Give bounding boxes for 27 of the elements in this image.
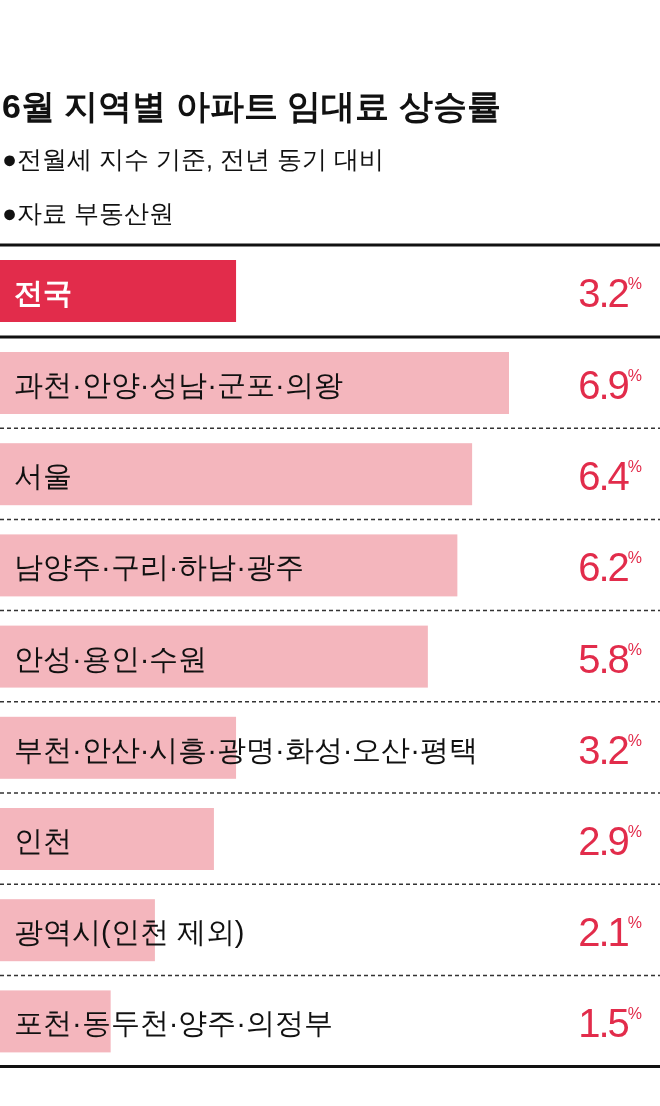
y-tick-label: 남양주·구리·하남·광주 <box>14 551 304 584</box>
data-label: 6.9$^{%}$ <box>578 363 642 407</box>
y-tick-label: 포천·동두천·양주·의정부 <box>14 1007 333 1040</box>
chart-subtitle: ●전월세 지수 기준, 전년 동기 대비 <box>2 145 384 173</box>
y-tick-label: 인천 <box>14 825 72 857</box>
y-tick-label: 광역시(인천 제외) <box>14 916 245 949</box>
bar <box>0 534 458 597</box>
data-label: 6.2$^{%}$ <box>578 545 642 590</box>
y-tick-label: 부천·안산·시흥·광명·화성·오산·평택 <box>14 733 478 766</box>
data-label: 2.9$^{%}$ <box>578 819 642 863</box>
bar <box>0 260 237 322</box>
data-label: 3.2$^{%}$ <box>578 727 642 772</box>
data-label: 2.1$^{%}$ <box>578 910 642 955</box>
text: ●자료 부동산원 <box>2 199 175 227</box>
data-label: 1.5$^{%}$ <box>578 1001 642 1046</box>
data-label: 3.2$^{%}$ <box>578 271 642 315</box>
chart-title: 6월 지역별 아파트 임대료 상승률 <box>2 87 501 125</box>
data-label: 6.4$^{%}$ <box>578 454 642 499</box>
bar <box>0 443 473 506</box>
bar <box>0 808 214 870</box>
y-tick-label: 과천·안양·성남·군포·의왕 <box>14 369 343 401</box>
y-tick-label: 전국 <box>14 277 72 309</box>
data-label: 5.8$^{%}$ <box>578 636 642 681</box>
y-tick-label: 안성·용인·수원 <box>14 642 208 675</box>
bar <box>0 625 428 688</box>
y-tick-label: 서울 <box>14 460 72 493</box>
bar <box>0 352 509 414</box>
